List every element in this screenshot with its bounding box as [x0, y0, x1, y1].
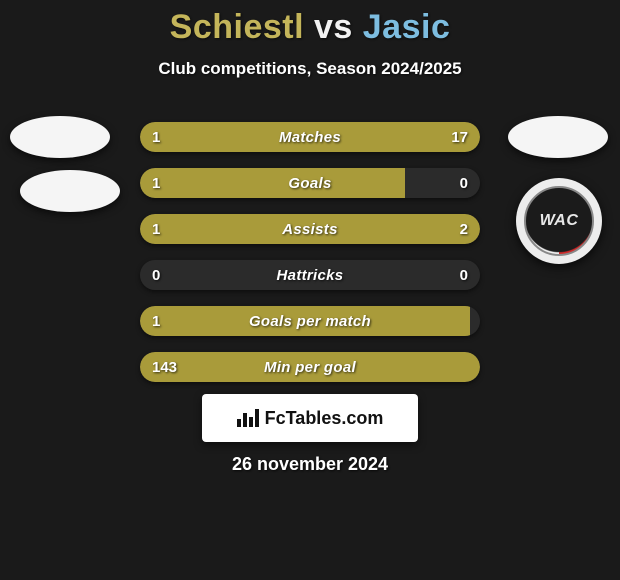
stat-bar-row: 117Matches: [140, 122, 480, 152]
stat-bar-row: 1Goals per match: [140, 306, 480, 336]
club-badge: WAC: [516, 178, 602, 264]
stat-bar-row: 10Goals: [140, 168, 480, 198]
club-badge-graphic: WAC: [524, 186, 594, 256]
stat-bar-row: 00Hattricks: [140, 260, 480, 290]
stat-label: Goals per match: [140, 306, 480, 336]
player-right-name: Jasic: [363, 8, 451, 46]
player-left-logo-1: [10, 116, 110, 158]
club-badge-text: WAC: [526, 188, 592, 254]
fctables-text: FcTables.com: [265, 408, 384, 429]
stat-label: Goals: [140, 168, 480, 198]
page-title: Schiestl vs Jasic: [0, 0, 620, 47]
comparison-card: Schiestl vs Jasic Club competitions, Sea…: [0, 0, 620, 580]
subtitle: Club competitions, Season 2024/2025: [0, 59, 620, 79]
stat-bars: 117Matches 10Goals 12Assists 00Hattricks 1Go…: [140, 122, 480, 398]
player-right-logo: [508, 116, 608, 158]
bar-chart-icon: [237, 409, 259, 427]
date: 26 november 2024: [0, 454, 620, 475]
fctables-brand: FcTables: [265, 408, 342, 428]
stat-bar-row: 143Min per goal: [140, 352, 480, 382]
fctables-suffix: .com: [341, 408, 383, 428]
player-left-name: Schiestl: [170, 8, 304, 46]
stat-label: Hattricks: [140, 260, 480, 290]
player-left-logo-2: [20, 170, 120, 212]
stat-label: Min per goal: [140, 352, 480, 382]
vs-separator: vs: [314, 8, 353, 46]
fctables-watermark: FcTables.com: [202, 394, 418, 442]
stat-label: Assists: [140, 214, 480, 244]
stat-bar-row: 12Assists: [140, 214, 480, 244]
stat-label: Matches: [140, 122, 480, 152]
